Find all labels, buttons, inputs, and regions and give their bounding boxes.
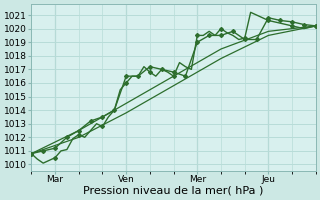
X-axis label: Pression niveau de la mer( hPa ): Pression niveau de la mer( hPa )	[84, 186, 264, 196]
